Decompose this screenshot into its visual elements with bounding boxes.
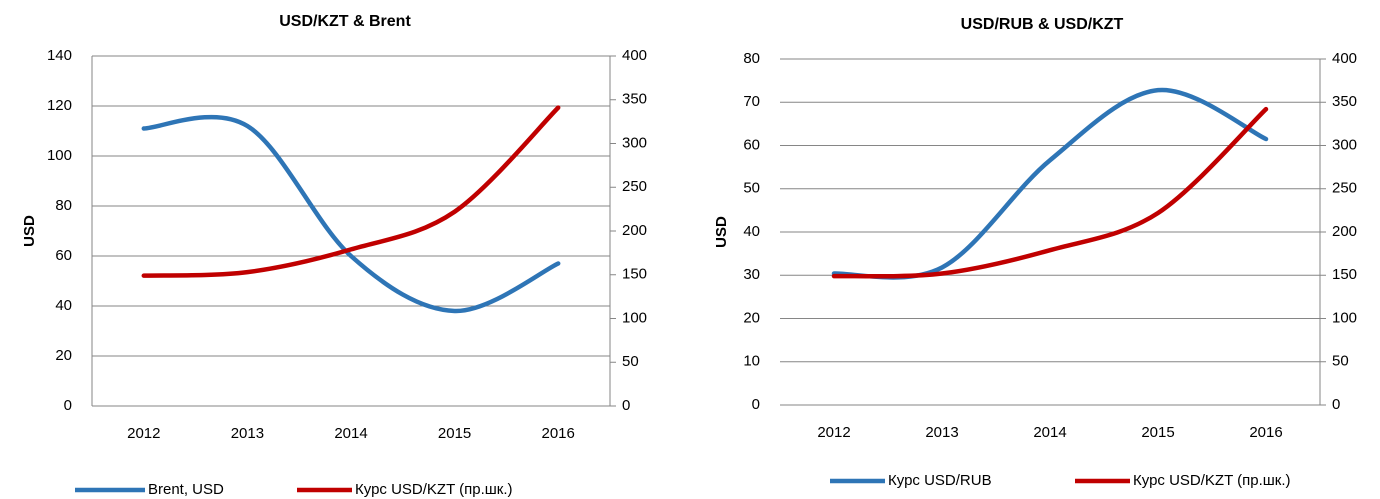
y2-tick-label: 250 [1332,180,1357,197]
chart-title: USD/RUB & USD/KZT [961,16,1124,33]
y2-tick-label: 100 [622,309,647,326]
x-tick-label: 2016 [542,425,575,442]
y2-tick-label: 0 [1332,396,1340,413]
y-axis-label: USD [713,216,730,248]
x-tick-label: 2014 [334,425,367,442]
x-tick-label: 2013 [231,425,264,442]
y-tick-label: 120 [47,97,72,114]
y-tick-label: 100 [47,147,72,164]
y2-tick-label: 350 [622,91,647,108]
x-tick-label: 2012 [127,425,160,442]
y2-tick-label: 50 [1332,353,1349,370]
y-tick-label: 60 [55,247,72,264]
y-tick-label: 40 [743,223,760,240]
y-tick-label: 20 [55,347,72,364]
y2-tick-label: 200 [1332,223,1357,240]
y-tick-label: 20 [743,309,760,326]
y-tick-label: 70 [743,93,760,110]
y2-tick-label: 400 [1332,50,1357,67]
y-tick-label: 0 [752,396,760,413]
line-series [831,106,1269,279]
y-tick-label: 50 [743,180,760,197]
y2-tick-label: 200 [622,222,647,239]
y-axis-label: USD [21,215,38,247]
y-tick-label: 10 [743,353,760,370]
x-tick-label: 2015 [438,425,471,442]
y-tick-label: 40 [55,297,72,314]
x-tick-label: 2013 [925,424,958,441]
y2-tick-label: 300 [1332,136,1357,153]
legend-label: Brent, USD [148,481,224,498]
legend-label: Курс USD/RUB [888,472,992,489]
line-series [141,114,561,314]
y-tick-label: 80 [55,197,72,214]
y2-tick-label: 150 [622,266,647,283]
y2-tick-label: 300 [622,134,647,151]
y-tick-label: 30 [743,266,760,283]
y2-tick-label: 0 [622,397,630,414]
chart-title: USD/KZT & Brent [279,13,411,30]
y2-tick-label: 50 [622,353,639,370]
y-tick-label: 0 [64,397,72,414]
legend-label: Курс USD/KZT (пр.шк.) [1133,472,1291,489]
y2-tick-label: 100 [1332,309,1357,326]
y2-tick-label: 250 [622,178,647,195]
y-tick-label: 60 [743,136,760,153]
y-tick-label: 140 [47,47,72,64]
line-series [141,105,561,278]
y2-tick-label: 350 [1332,93,1357,110]
x-tick-label: 2012 [817,424,850,441]
y-tick-label: 80 [743,50,760,67]
y2-tick-label: 400 [622,47,647,64]
y2-tick-label: 150 [1332,266,1357,283]
x-tick-label: 2015 [1141,424,1174,441]
x-tick-label: 2014 [1033,424,1066,441]
legend-label: Курс USD/KZT (пр.шк.) [355,481,513,498]
x-tick-label: 2016 [1249,424,1282,441]
